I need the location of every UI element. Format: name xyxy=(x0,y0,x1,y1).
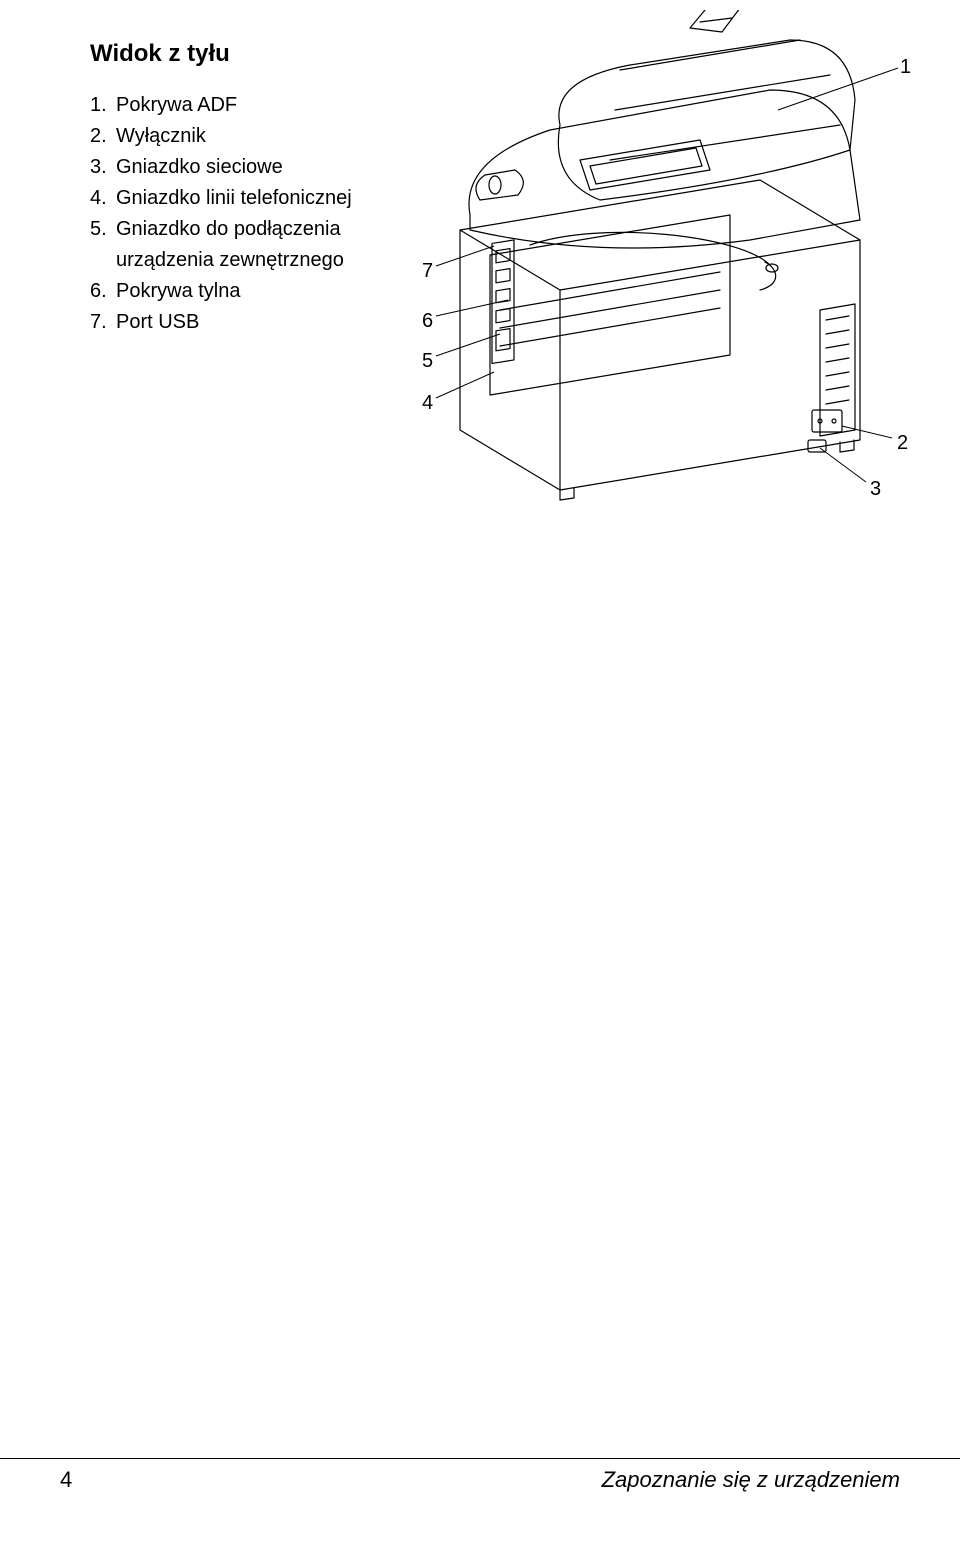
list-item-number: 5. xyxy=(90,214,116,276)
printer-rear-diagram xyxy=(400,10,920,530)
list-item: 3. Gniazdko sieciowe xyxy=(90,152,396,183)
list-item-number: 6. xyxy=(90,276,116,307)
diagram-callout-7: 7 xyxy=(422,260,433,283)
list-item: 5. Gniazdko do podłączenia urządzenia ze… xyxy=(90,214,396,276)
list-item: 6. Pokrywa tylna xyxy=(90,276,396,307)
page-number: 4 xyxy=(60,1467,72,1493)
diagram-callout-2: 2 xyxy=(897,432,908,455)
diagram-callout-5: 5 xyxy=(422,350,433,373)
list-item-number: 1. xyxy=(90,90,116,121)
list-item-text: Gniazdko do podłączenia urządzenia zewnę… xyxy=(116,214,396,276)
list-item-text: Gniazdko linii telefonicznej xyxy=(116,183,352,214)
list-item-text: Wyłącznik xyxy=(116,121,206,152)
list-item-number: 2. xyxy=(90,121,116,152)
section-title: Zapoznanie się z urządzeniem xyxy=(602,1467,900,1493)
parts-list: 1. Pokrywa ADF 2. Wyłącznik 3. Gniazdko … xyxy=(90,90,396,338)
list-item-text: Gniazdko sieciowe xyxy=(116,152,283,183)
list-item: 1. Pokrywa ADF xyxy=(90,90,396,121)
page-title: Widok z tyłu xyxy=(90,40,230,68)
diagram-callout-6: 6 xyxy=(422,310,433,333)
diagram-callout-4: 4 xyxy=(422,392,433,415)
list-item-number: 7. xyxy=(90,307,116,338)
list-item: 4. Gniazdko linii telefonicznej xyxy=(90,183,396,214)
list-item-number: 3. xyxy=(90,152,116,183)
list-item: 2. Wyłącznik xyxy=(90,121,396,152)
page: Widok z tyłu 1. Pokrywa ADF 2. Wyłącznik… xyxy=(0,0,960,1541)
list-item-text: Pokrywa ADF xyxy=(116,90,237,121)
list-item: 7. Port USB xyxy=(90,307,396,338)
list-item-number: 4. xyxy=(90,183,116,214)
list-item-text: Port USB xyxy=(116,307,199,338)
page-footer: 4 Zapoznanie się z urządzeniem xyxy=(0,1458,960,1493)
list-item-text: Pokrywa tylna xyxy=(116,276,241,307)
diagram-callout-3: 3 xyxy=(870,478,881,501)
diagram-callout-1: 1 xyxy=(900,56,911,79)
